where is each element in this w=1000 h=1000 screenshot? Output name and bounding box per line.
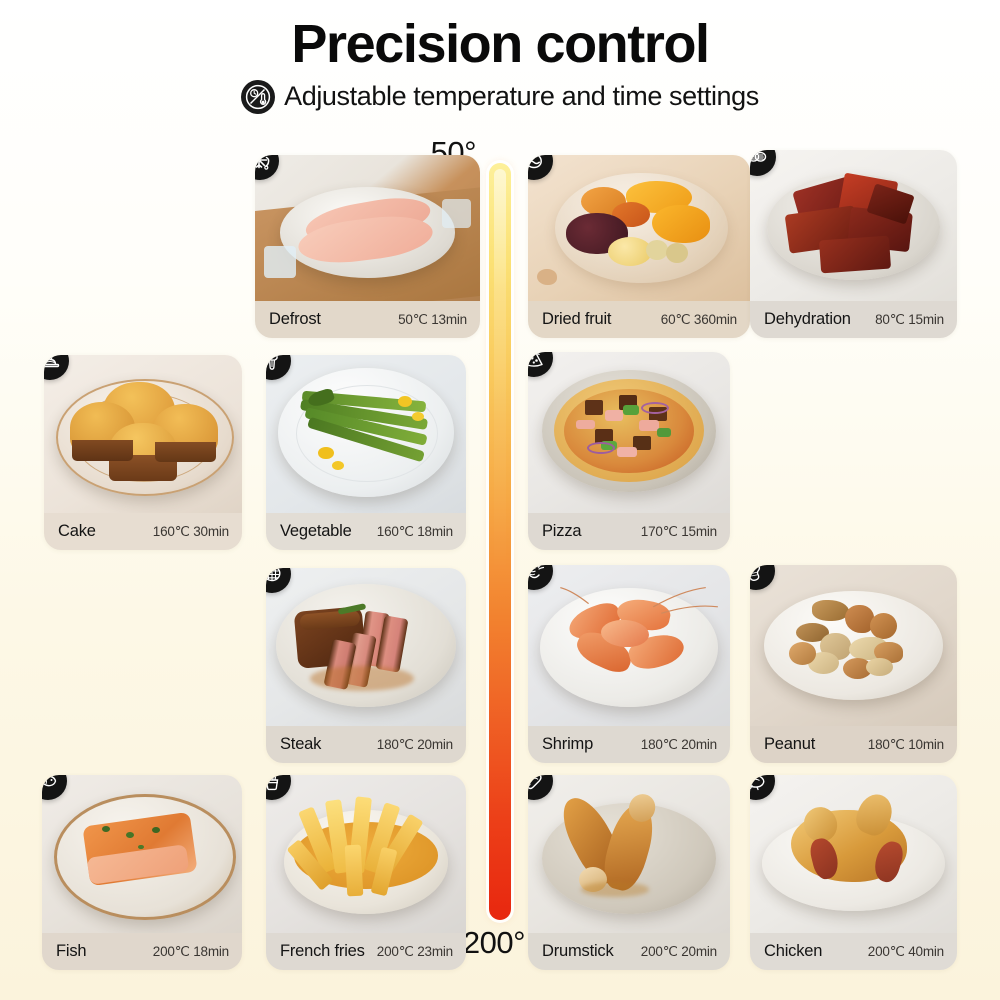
page-title: Precision control	[291, 14, 710, 74]
temperature-scale-bar[interactable]	[489, 163, 511, 920]
page-subtitle: Adjustable temperature and time settings	[284, 81, 759, 112]
card-name: Peanut	[764, 735, 816, 753]
card-pizza[interactable]: Pizza 170℃ 15min	[528, 352, 730, 550]
card-name: Defrost	[269, 310, 321, 328]
card-label-shrimp: Shrimp 180℃ 20min	[528, 726, 730, 763]
subtitle-row: Adjustable temperature and time settings	[0, 79, 1000, 114]
card-spec: 50℃ 13min	[398, 311, 467, 327]
scale-gloss	[494, 169, 506, 914]
card-dehydration[interactable]: Dehydration 80℃ 15min	[750, 150, 957, 338]
drumstick-icon	[528, 775, 553, 800]
card-spec: 160℃ 18min	[376, 523, 453, 539]
card-label-chicken: Chicken 200℃ 40min	[750, 933, 957, 970]
food-photo-shrimp	[528, 565, 730, 726]
card-spec: 200℃ 18min	[152, 943, 229, 959]
card-name: Fish	[56, 942, 87, 960]
card-name: Pizza	[542, 522, 582, 540]
card-label-drumstick: Drumstick 200℃ 20min	[528, 933, 730, 970]
card-spec: 200℃ 20min	[640, 943, 717, 959]
header: Precision control Adjustable temperature…	[0, 0, 1000, 114]
food-photo-drumstick	[528, 775, 730, 933]
food-photo-pizza	[528, 352, 730, 513]
card-fish[interactable]: Fish 200℃ 18min	[42, 775, 242, 970]
card-label-french-fries: French fries 200℃ 23min	[266, 933, 466, 970]
card-label-peanut: Peanut 180℃ 10min	[750, 726, 957, 763]
card-name: French fries	[280, 942, 365, 960]
card-spec: 60℃ 360min	[660, 311, 737, 327]
snowflake-icon	[255, 155, 279, 180]
card-dried-fruit[interactable]: Dried fruit 60℃ 360min	[528, 155, 750, 338]
scale-max-label: 200°	[462, 925, 526, 960]
card-label-fish: Fish 200℃ 18min	[42, 933, 242, 970]
food-photo-vegetable	[266, 355, 466, 513]
card-spec: 180℃ 20min	[640, 736, 717, 752]
card-name: Dried fruit	[542, 310, 612, 328]
card-peanut[interactable]: Peanut 180℃ 10min	[750, 565, 957, 763]
card-spec: 180℃ 20min	[376, 736, 453, 752]
card-spec: 180℃ 10min	[867, 736, 944, 752]
card-label-defrost: Defrost 50℃ 13min	[255, 301, 480, 338]
food-photo-french-fries	[266, 775, 466, 933]
card-cake[interactable]: Cake 160℃ 30min	[44, 355, 242, 550]
card-french-fries[interactable]: French fries 200℃ 23min	[266, 775, 466, 970]
card-label-dehydration: Dehydration 80℃ 15min	[750, 301, 957, 338]
card-name: Steak	[280, 735, 322, 753]
card-spec: 170℃ 15min	[640, 523, 717, 539]
card-name: Chicken	[764, 942, 823, 960]
card-spec: 200℃ 40min	[867, 943, 944, 959]
card-steak[interactable]: Steak 180℃ 20min	[266, 568, 466, 763]
card-spec: 160℃ 30min	[152, 523, 229, 539]
card-name: Shrimp	[542, 735, 594, 753]
card-label-dried-fruit: Dried fruit 60℃ 360min	[528, 301, 750, 338]
card-chicken[interactable]: Chicken 200℃ 40min	[750, 775, 957, 970]
food-photo-peanut	[750, 565, 957, 726]
card-drumstick[interactable]: Drumstick 200℃ 20min	[528, 775, 730, 970]
card-label-steak: Steak 180℃ 20min	[266, 726, 466, 763]
food-photo-defrost	[255, 155, 480, 320]
card-vegetable[interactable]: Vegetable 160℃ 18min	[266, 355, 466, 550]
food-photo-cake	[44, 355, 242, 513]
clock-thermometer-icon	[241, 79, 276, 114]
food-photo-dried-fruit	[528, 155, 750, 301]
food-photo-steak	[266, 568, 466, 726]
broccoli-icon	[266, 355, 291, 380]
card-name: Dehydration	[764, 310, 851, 328]
card-shrimp[interactable]: Shrimp 180℃ 20min	[528, 565, 730, 763]
card-label-pizza: Pizza 170℃ 15min	[528, 513, 730, 550]
card-name: Cake	[58, 522, 96, 540]
card-defrost[interactable]: Defrost 50℃ 13min	[255, 155, 480, 338]
food-photo-chicken	[750, 775, 957, 933]
food-photo-fish	[42, 775, 242, 933]
food-photo-dehydration	[750, 150, 957, 301]
card-label-vegetable: Vegetable 160℃ 18min	[266, 513, 466, 550]
card-name: Drumstick	[542, 942, 614, 960]
card-spec: 80℃ 15min	[875, 311, 944, 327]
card-name: Vegetable	[280, 522, 352, 540]
card-spec: 200℃ 23min	[376, 943, 453, 959]
card-label-cake: Cake 160℃ 30min	[44, 513, 242, 550]
